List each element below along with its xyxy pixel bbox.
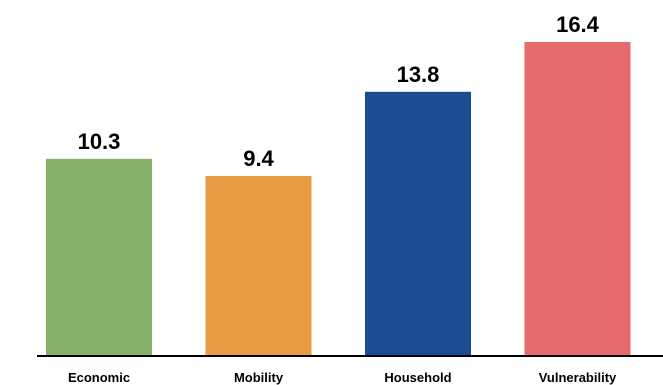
value-label-economic: 10.3 [78, 129, 121, 154]
x-tick-label-economic: Economic [68, 370, 130, 385]
bar-household [365, 91, 471, 356]
value-label-household: 13.8 [397, 62, 440, 87]
value-label-vulnerability: 16.4 [556, 12, 600, 37]
bars-group [46, 42, 631, 356]
bar-vulnerability [524, 42, 631, 356]
bar-mobility [205, 176, 312, 356]
value-labels-group: 10.3 9.4 13.8 16.4 [78, 12, 600, 171]
x-tick-label-vulnerability: Vulnerability [539, 370, 617, 385]
x-tick-label-mobility: Mobility [234, 370, 284, 385]
x-tick-labels-group: Economic Mobility Household Vulnerability [68, 370, 617, 385]
value-label-mobility: 9.4 [243, 146, 274, 171]
bar-economic [46, 158, 152, 356]
x-tick-label-household: Household [384, 370, 451, 385]
